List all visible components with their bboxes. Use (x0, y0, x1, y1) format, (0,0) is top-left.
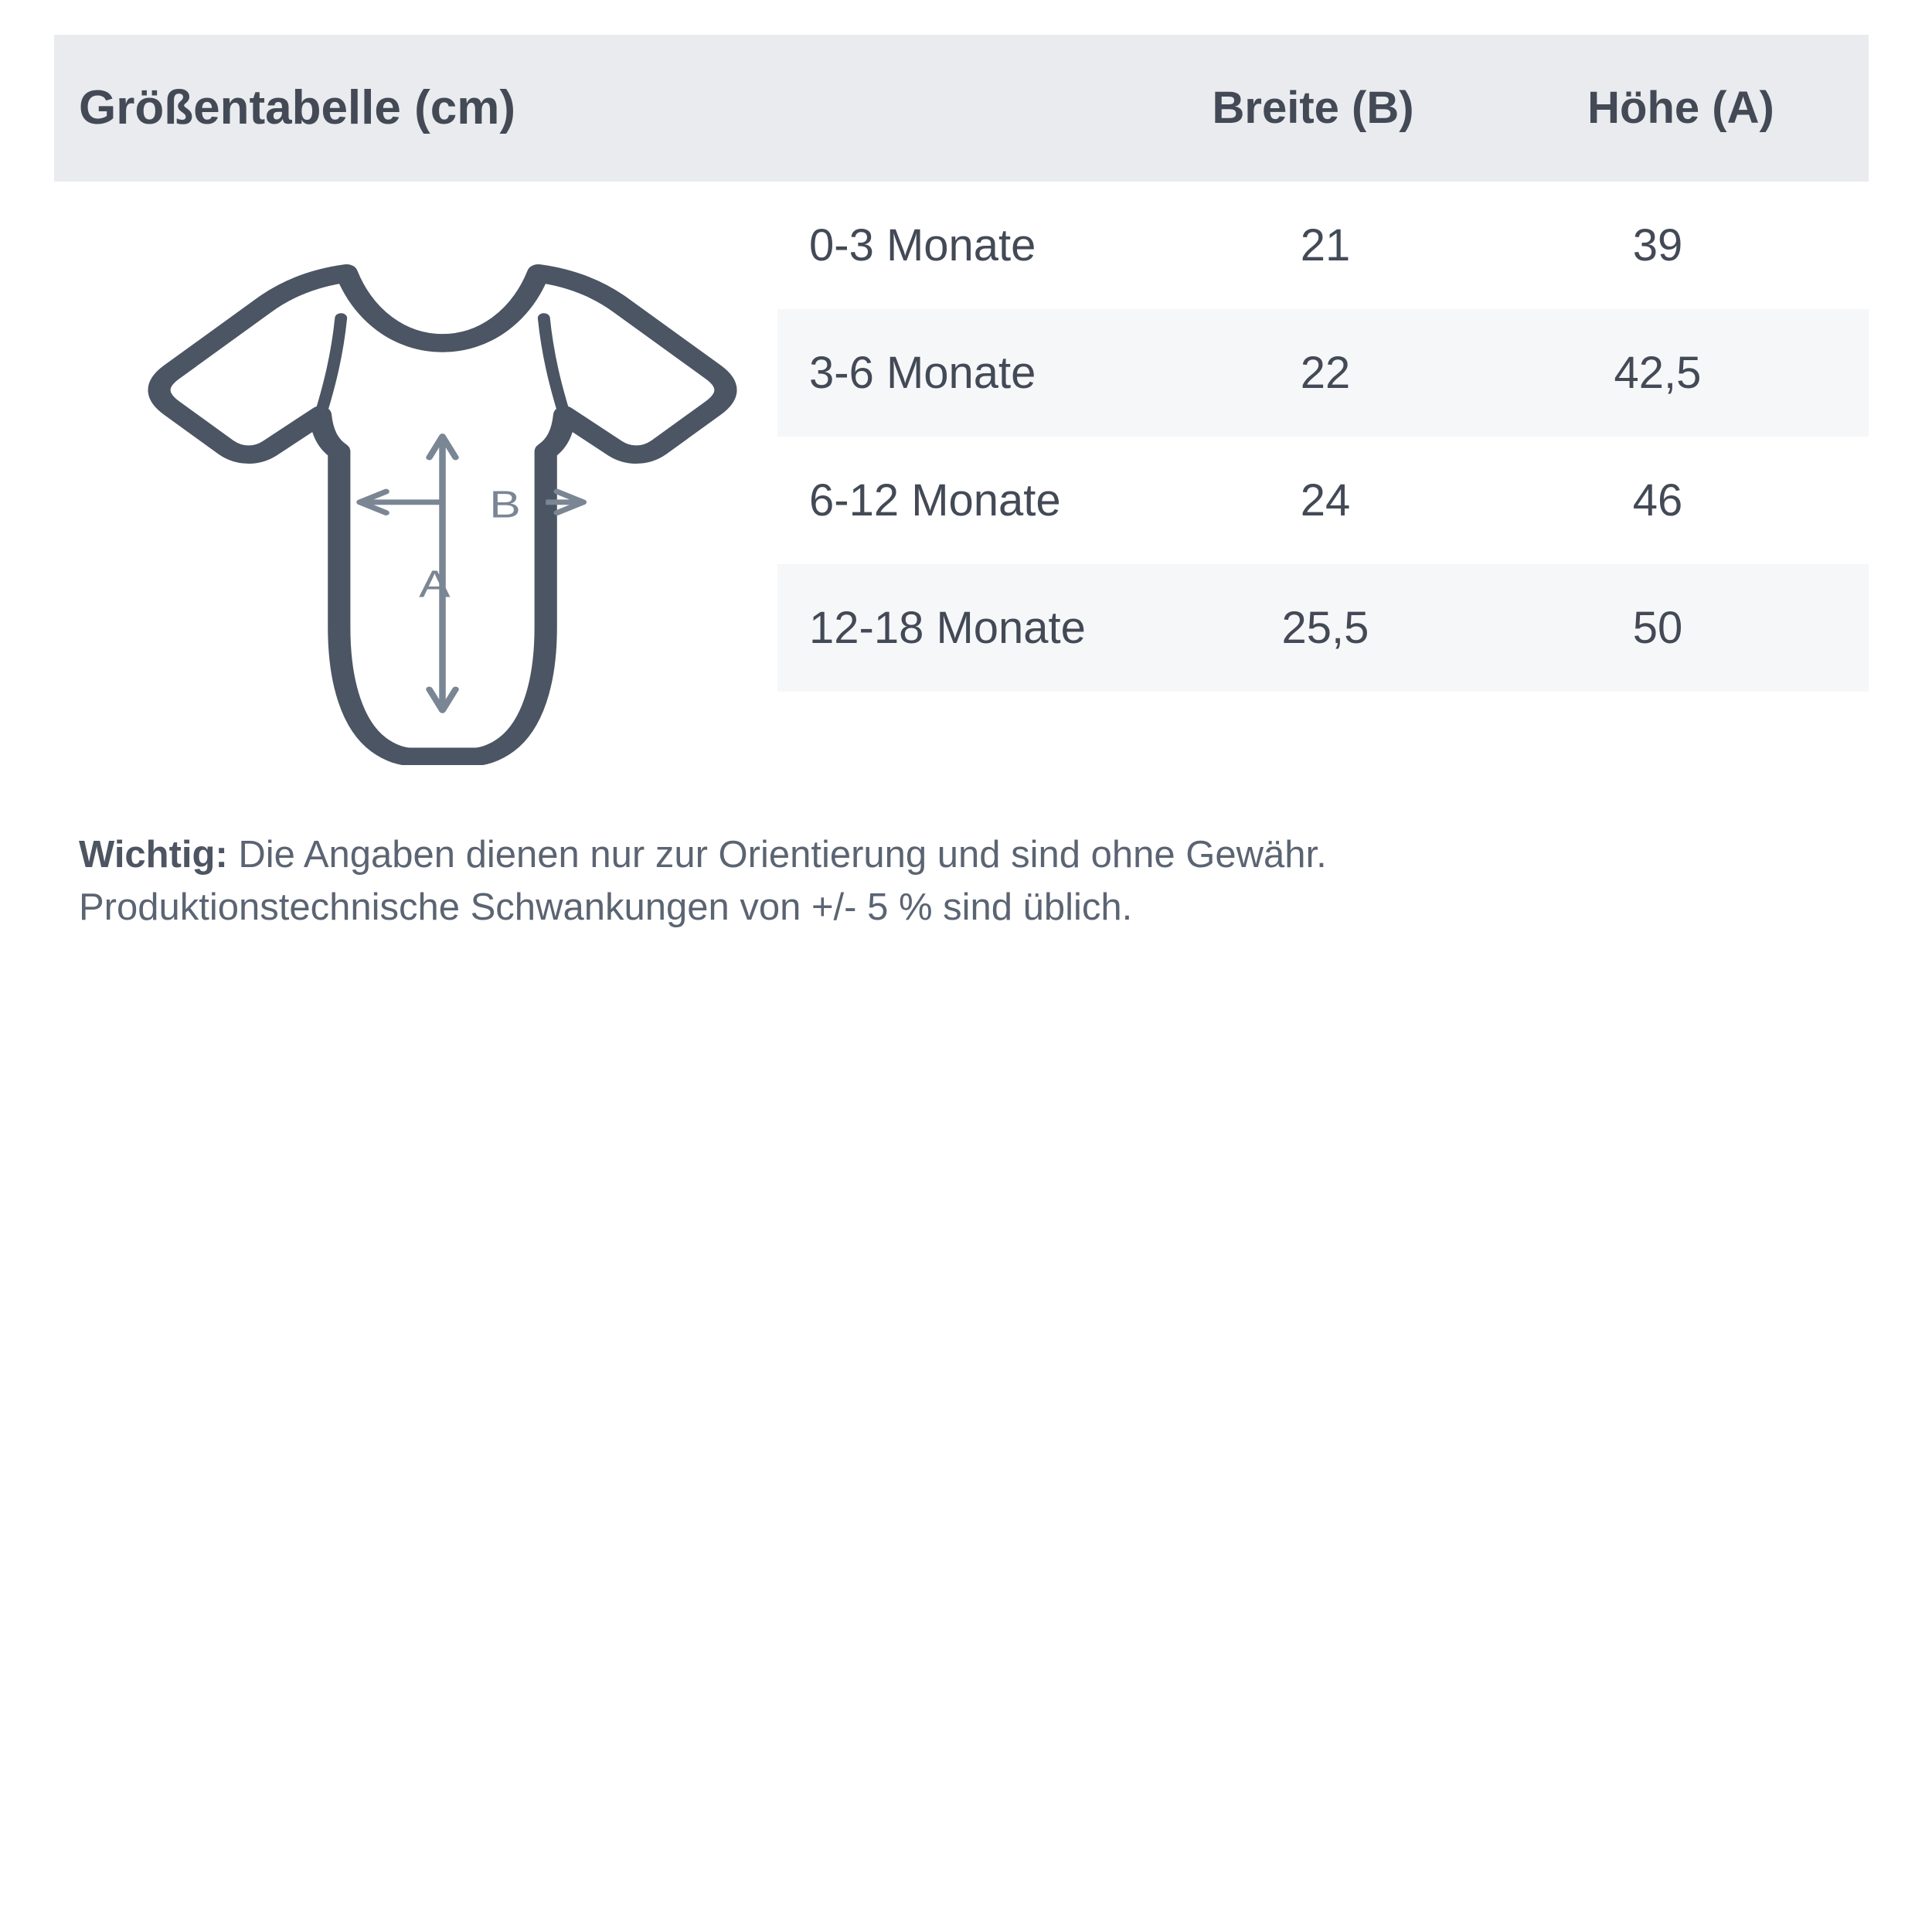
svg-text:A: A (419, 563, 451, 605)
svg-text:B: B (489, 483, 521, 526)
